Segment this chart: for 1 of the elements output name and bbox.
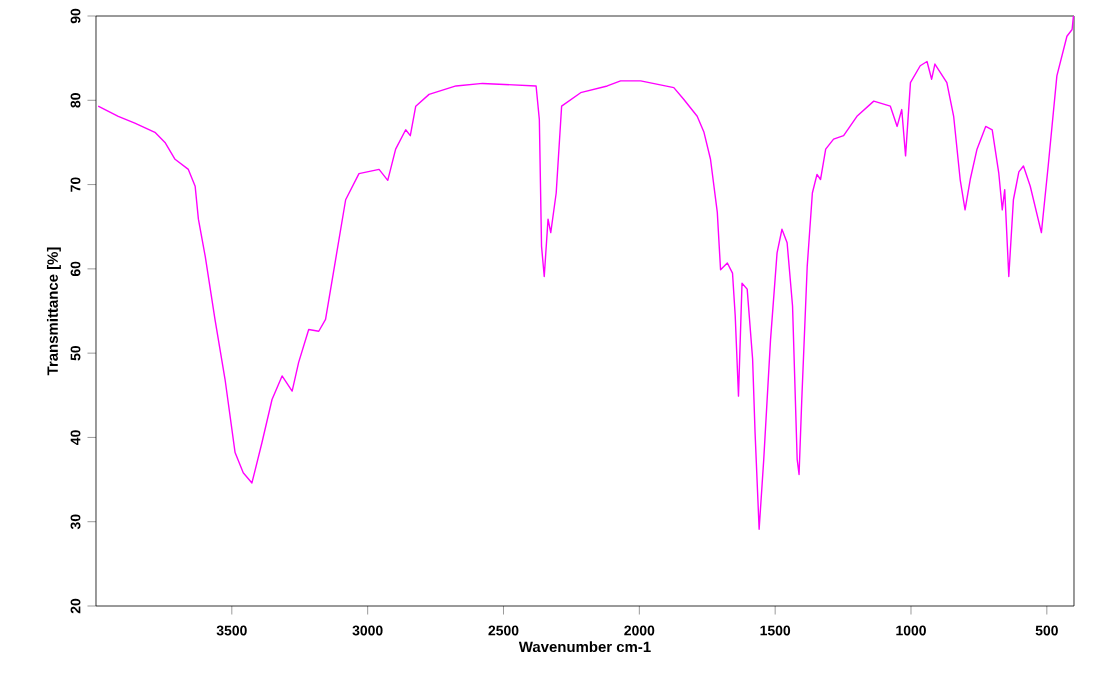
line-series <box>97 16 1074 530</box>
